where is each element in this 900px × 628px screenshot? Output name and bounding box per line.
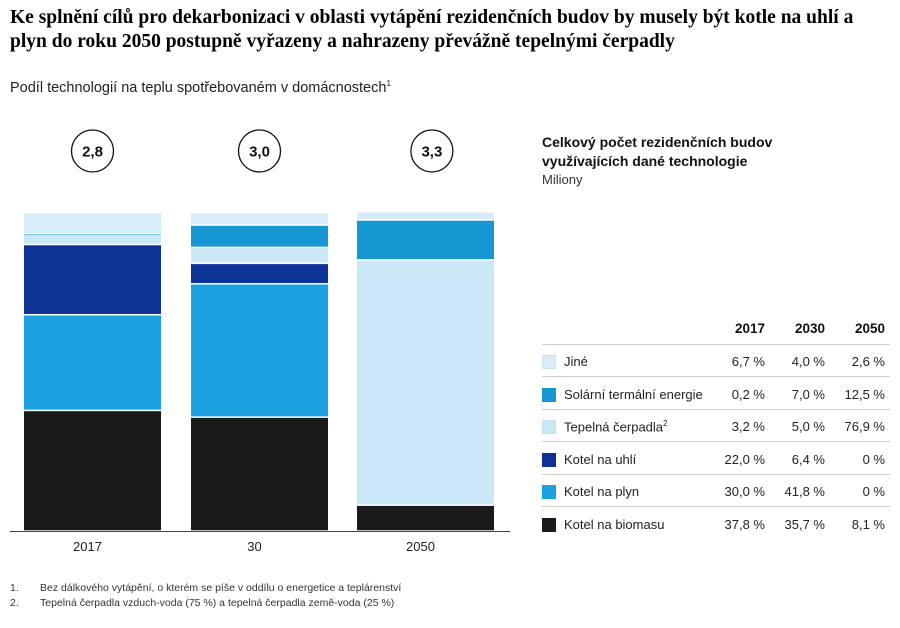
legend-value: 8,1 % bbox=[851, 516, 885, 532]
legend-value: 30,0 % bbox=[724, 484, 765, 499]
legend-value: 41,8 % bbox=[784, 484, 825, 499]
legend-row: Solární termální energie 0,2 % 7,0 % 12,5 % bbox=[542, 385, 890, 405]
x-tick-label-2017: 2017 bbox=[73, 539, 102, 554]
legend-value: 22,0 % bbox=[724, 451, 765, 467]
bar-30-series-4 bbox=[191, 225, 328, 247]
legend-separator bbox=[542, 376, 890, 377]
legend-label: Kotel na uhlí bbox=[564, 451, 637, 467]
bar-2017-series-4 bbox=[24, 234, 161, 236]
legend-separator bbox=[542, 408, 890, 410]
bar-2017-series-3 bbox=[24, 235, 161, 244]
bar-30-series-1 bbox=[191, 284, 328, 417]
legend-value: 37,8 % bbox=[724, 516, 765, 532]
bar-2050-series-4 bbox=[357, 220, 494, 260]
chart-title: Ke splnění cílů pro dekarbonizaci v obla… bbox=[10, 7, 854, 52]
bar-2050-series-0 bbox=[357, 505, 494, 531]
legend-value: 4,0 % bbox=[791, 354, 825, 369]
footnote-2: 2. Tepelná čerpadla vzduch-voda (75 %) a … bbox=[10, 597, 395, 609]
legend-separator bbox=[542, 506, 890, 507]
legend-swatch bbox=[542, 420, 556, 434]
legend-value: 5,0 % bbox=[791, 419, 825, 434]
legend-separator bbox=[542, 441, 890, 442]
legend-value: 0 % bbox=[862, 484, 885, 499]
legend-separator bbox=[542, 473, 890, 475]
legend-row: Kotel na plyn 30,0 % 41,8 % 0 % bbox=[542, 482, 890, 502]
bar-2017-series-1 bbox=[24, 315, 161, 410]
bar-2017-series-0 bbox=[24, 411, 161, 531]
legend-value: 0,2 % bbox=[731, 386, 765, 402]
legend-value: 12,5 % bbox=[844, 386, 885, 402]
bar-2017-series-2 bbox=[24, 245, 161, 314]
legend-value: 6,4 % bbox=[791, 451, 825, 467]
bar-2050-series-5 bbox=[357, 212, 494, 220]
legend-separator bbox=[542, 344, 890, 345]
legend-value: 76,9 % bbox=[844, 419, 885, 434]
legend-label: Tepelná čerpadla2 bbox=[564, 419, 668, 435]
bar-2050-series-3 bbox=[357, 260, 494, 505]
bar-30-series-3 bbox=[191, 248, 328, 263]
subtitle-text: Podíl technologií na teplu spotřebovaném… bbox=[10, 79, 387, 96]
legend-unit: Miliony bbox=[542, 172, 583, 187]
legend-value: 0 % bbox=[862, 451, 885, 467]
legend-value: 6,7 % bbox=[731, 354, 765, 369]
legend-value: 2,6 % bbox=[851, 354, 885, 369]
legend-footnote-mark: 2 bbox=[663, 419, 668, 428]
legend-row: Jiné 6,7 % 4,0 % 2,6 % bbox=[542, 352, 890, 372]
footnote-1: 1. Bez dálkového vytápění, o kterém se pí… bbox=[10, 582, 402, 594]
x-tick-label-30: 30 bbox=[247, 539, 261, 554]
legend-value: 35,7 % bbox=[784, 516, 825, 532]
total-circle-2017 bbox=[70, 129, 115, 173]
chart-subtitle: Podíl technologií na teplu spotřebovaném… bbox=[10, 79, 391, 96]
total-label-2017: 2,8 bbox=[82, 144, 103, 161]
legend-label: Kotel na biomasu bbox=[564, 516, 665, 532]
total-label-2050: 3,3 bbox=[421, 144, 442, 161]
legend-label: Kotel na plyn bbox=[564, 484, 640, 499]
legend-value: 3,2 % bbox=[731, 419, 765, 434]
legend-label: Jiné bbox=[564, 354, 588, 369]
legend-swatch bbox=[542, 355, 556, 369]
subtitle-footnote-mark: 1 bbox=[386, 79, 391, 88]
legend-swatch bbox=[542, 517, 556, 532]
legend-swatch bbox=[542, 452, 556, 467]
legend-heading: Celkový počet rezidenčních budov využíva… bbox=[542, 134, 773, 169]
footnotes: 1. Bez dálkového vytápění, o kterém se pí… bbox=[10, 581, 401, 611]
bar-30-series-5 bbox=[191, 213, 328, 225]
legend-swatch bbox=[542, 387, 556, 402]
total-circle-30 bbox=[237, 129, 282, 173]
legend-label: Solární termální energie bbox=[564, 386, 703, 402]
total-circle-2050 bbox=[410, 129, 454, 173]
legend-swatch bbox=[542, 485, 556, 499]
legend-year-2050: 2050 bbox=[854, 321, 885, 336]
legend-row: Tepelná čerpadla2 3,2 % 5,0 % 76,9 % bbox=[542, 417, 890, 437]
legend-row: Kotel na biomasu 37,8 % 35,7 % 8,1 % bbox=[542, 515, 890, 535]
legend-year-2017: 2017 bbox=[734, 321, 765, 336]
bar-30-series-0 bbox=[191, 417, 328, 531]
total-label-30: 3,0 bbox=[249, 144, 270, 161]
legend-value: 7,0 % bbox=[791, 386, 825, 402]
x-tick-label-2050: 2050 bbox=[406, 539, 435, 554]
bar-2017-series-5 bbox=[24, 213, 161, 233]
legend-year-2030: 2030 bbox=[794, 321, 825, 336]
bar-30-series-2 bbox=[191, 264, 328, 284]
legend-row: Kotel na uhlí 22,0 % 6,4 % 0 % bbox=[542, 450, 890, 470]
